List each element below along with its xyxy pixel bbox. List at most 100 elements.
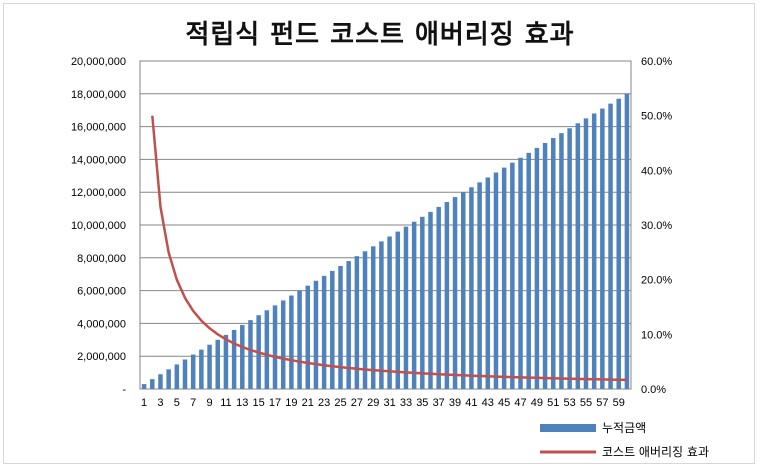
bar [272,305,278,389]
bar [403,226,409,389]
y-axis-left: - 2,000,000 4,000,000 6,000,000 8,000,000 10,… [71,56,126,396]
bar [321,275,327,389]
bar [141,384,147,389]
bar [551,138,556,389]
bar [420,216,425,389]
x-tick-label: 31 [383,397,395,409]
x-tick-label: 53 [564,397,576,409]
bar [346,261,351,389]
chart-title: 적립식 펀드 코스트 애버리징 효과 [185,20,575,50]
bar [575,123,581,389]
y-right-tick-label: 50.0% [641,111,672,123]
plot-area [139,60,632,390]
x-tick-label: 9 [206,397,212,409]
bar [567,128,572,390]
x-tick-label: 3 [157,397,163,409]
x-tick-label: 47 [514,397,526,409]
bar [158,374,163,389]
y-right-tick-label: 10.0% [641,329,672,341]
bar [182,359,188,389]
bar [190,354,196,389]
bar [436,206,441,389]
x-tick-label: 7 [190,397,196,409]
bar [370,246,376,389]
bar [428,211,433,389]
x-tick-label: 33 [400,397,412,409]
x-tick-label: 51 [547,397,559,409]
y-left-tick-label: - [122,384,126,396]
x-tick-label: 21 [302,397,314,409]
bar [248,320,253,389]
x-tick-label: 49 [531,397,543,409]
y-left-tick-label: 8,000,000 [77,253,126,265]
bar [501,167,507,389]
y-right-tick-label: 0.0% [641,384,666,396]
x-tick-label: 57 [596,397,608,409]
x-tick-label: 41 [465,397,477,409]
y-left-tick-label: 16,000,000 [71,122,126,134]
gridlines [140,93,631,357]
x-tick-label: 23 [318,397,330,409]
line-series [151,115,627,382]
bar [305,285,311,389]
x-tick-label: 5 [174,397,180,409]
bar [362,251,368,389]
x-tick-label: 19 [285,397,297,409]
x-tick-label: 35 [416,397,428,409]
y-right-tick-label: 40.0% [641,165,672,177]
legend-label-bar: 누적금액 [602,421,646,435]
y-right-tick-label: 60.0% [641,56,672,68]
bar [395,231,401,389]
legend: 누적금액 코스트 애버리징 효과 [540,421,709,459]
bar [231,329,237,389]
bar [338,266,343,389]
y-axis-right: 0.0% 10.0% 20.0% 30.0% 40.0% 50.0% 60.0% [641,56,672,396]
x-tick-label: 27 [351,397,363,409]
bar-series [141,93,630,390]
y-left-tick-label: 20,000,000 [71,56,126,68]
x-tick-label: 59 [613,397,625,409]
bar [354,256,360,389]
bar [469,187,474,389]
bar [542,143,548,389]
bar [485,177,491,389]
y-left-tick-label: 2,000,000 [77,351,126,363]
bar [199,349,204,389]
bar [583,118,589,390]
y-left-tick-label: 12,000,000 [71,187,126,199]
bar [280,300,286,389]
bar [624,93,630,390]
bar [559,133,564,389]
x-tick-label: 29 [367,397,379,409]
bar [460,192,466,389]
y-right-tick-label: 20.0% [641,275,672,287]
y-right-tick-label: 30.0% [641,220,672,232]
bar [411,221,417,389]
x-tick-label: 17 [269,397,281,409]
x-tick-label: 45 [498,397,510,409]
bar [379,241,384,389]
x-tick-label: 37 [433,397,445,409]
bar [150,379,155,389]
legend-label-line: 코스트 애버리징 효과 [602,445,709,459]
bar [207,344,212,389]
bar [166,369,171,389]
bar [444,202,450,389]
x-tick-label: 1 [141,397,147,409]
bar [452,197,458,389]
bar [493,172,499,389]
bar [174,364,180,389]
bar [518,157,523,389]
bar [608,103,613,389]
y-left-tick-label: 14,000,000 [71,154,126,166]
x-tick-label: 11 [220,397,231,409]
chart-frame [3,3,755,464]
bar [289,295,294,389]
y-left-tick-label: 18,000,000 [71,89,126,101]
x-tick-label: 39 [449,397,461,409]
bar [591,113,597,389]
bar [215,339,220,389]
y-left-tick-label: 4,000,000 [77,318,126,330]
bar [330,270,335,389]
